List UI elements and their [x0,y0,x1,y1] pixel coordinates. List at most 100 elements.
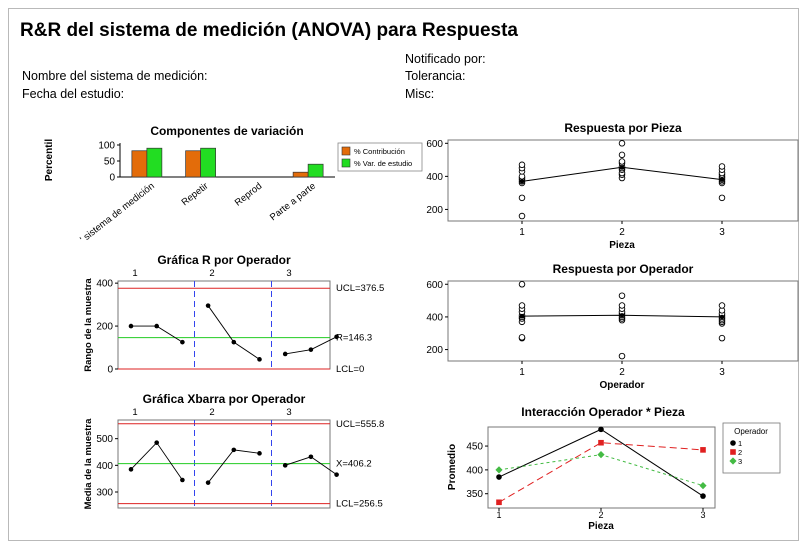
response-by-operator-point [618,292,626,299]
r-chart-ytick-label: 400 [96,279,113,290]
interaction-legend-marker [729,457,737,465]
interaction-xlabel: Pieza [588,521,614,532]
response-by-part-point [718,163,726,170]
xbar-chart-group-label: 2 [209,407,214,418]
interaction-point [496,474,502,480]
r-chart-ylabel: Rango de la muestra [83,278,94,372]
components-ytick-label: 0 [109,173,115,184]
r-chart-ytick-label: 200 [96,322,113,333]
r-chart-ytick-label: 0 [107,365,113,376]
r-chart-group-label: 3 [286,268,291,279]
response-by-part-mean-marker [519,179,525,184]
interaction-ytick-label: 350 [466,489,483,500]
components-bar [146,147,163,178]
xbar-chart-ylabel: Media de la muestra [83,418,94,510]
response-by-part-mean-marker [719,177,725,182]
xbar-chart-point [257,451,262,456]
response-by-part-title: Respuesta por Pieza [564,121,682,135]
interaction-point [598,439,604,446]
components-legend [337,142,423,172]
r-chart-point [308,347,314,352]
response-by-operator-xlabel: Operador [599,380,644,391]
response-by-part-ytick-label: 200 [426,205,443,216]
response-by-operator-ytick-label: 400 [426,312,443,323]
r-chart-point [282,351,288,357]
tolerance-label: Tolerancia: [405,69,466,83]
response-by-operator-mean-marker [719,314,725,320]
report-title: R&R del sistema de medición (ANOVA) para… [20,20,518,41]
r-chart-point [154,323,159,329]
response-by-part-xtick-label: 2 [619,227,625,238]
response-by-part-point [618,158,626,165]
system-name-label: Nombre del sistema de medición: [22,69,208,83]
components-bar [292,171,309,178]
interaction-title: Interacción Operador * Pieza [521,405,685,419]
response-by-operator-xtick-label: 2 [619,367,625,378]
response-by-operator-point [618,302,626,309]
interaction-legend-label: 3 [738,457,742,466]
components-bar [307,163,324,178]
r-chart-lcl-label: LCL=0 [336,364,364,375]
components-legend-label: % Var. de estudio [354,159,412,168]
xbar-chart-ytick-label: 500 [96,434,113,445]
interaction-ylabel: Promedio [447,444,458,490]
r-chart-point [231,339,237,345]
response-by-part-ytick-label: 400 [426,172,443,183]
xbar-chart-center-label: X=406.2 [336,459,372,470]
r-chart-point [257,357,262,362]
xbar-chart-ucl-label: UCL=555.8 [336,419,384,430]
interaction-legend-marker [730,449,736,455]
response-by-operator-xtick-label: 3 [719,367,725,378]
response-by-part-point [518,161,526,169]
xbar-chart-ytick-label: 400 [96,461,113,472]
r-chart-point [128,323,134,329]
response-by-part-xtick-label: 1 [519,227,525,238]
interaction-point [597,451,605,459]
components-legend-swatch [341,146,351,156]
xbar-chart-lcl-label: LCL=256.5 [336,499,383,510]
interaction-legend [722,422,781,474]
components-ytick-label: 100 [98,141,115,152]
interaction-point [495,466,503,474]
xbar-chart-point [154,440,159,445]
components-category-label: Parte a parte [268,181,318,223]
interaction-legend-title: Operador [734,427,768,436]
response-by-operator-title: Respuesta por Operador [553,262,694,276]
xbar-chart-group-label: 3 [286,407,291,418]
r-chart-group-label: 1 [132,268,137,279]
response-by-part-ytick-label: 600 [426,139,443,150]
interaction-xtick-label: 1 [496,510,501,520]
xbar-chart-point [282,463,288,468]
components-bar [200,147,216,178]
response-by-operator-mean-marker [519,313,525,319]
response-by-operator-ytick-label: 200 [426,345,443,356]
response-by-part-xlabel: Pieza [609,240,635,251]
response-by-operator-mean-marker [619,313,625,318]
interaction-series-line [498,442,704,503]
r-chart-point [205,303,211,308]
study-date-label: Fecha del estudio: [22,87,125,101]
xbar-chart-point [180,477,185,483]
response-by-operator-point [718,302,726,309]
interaction-legend-marker [730,440,736,446]
components-ylabel: Percentil [44,139,55,181]
interaction-plot-area [487,426,716,509]
interaction-point [598,426,604,433]
response-by-part-point [718,194,726,202]
interaction-xtick-label: 3 [700,510,705,520]
notified-by-label: Notificado por: [405,52,486,66]
xbar-chart-point [334,472,339,477]
r-chart-plot-area [117,280,331,370]
response-by-part-point [518,194,526,202]
r-chart-point [334,334,339,340]
components-legend-label: % Contribución [354,147,405,156]
components-legend-swatch [341,158,351,168]
components-title: Componentes de variación [150,124,303,138]
response-by-operator-point [618,352,626,360]
response-by-part-point [618,151,626,159]
components-category-label: ' sistema de medición [78,181,157,246]
interaction-ytick-label: 450 [466,442,483,453]
xbar-chart-point [231,447,237,453]
components-category-label: Reprod [233,181,264,209]
